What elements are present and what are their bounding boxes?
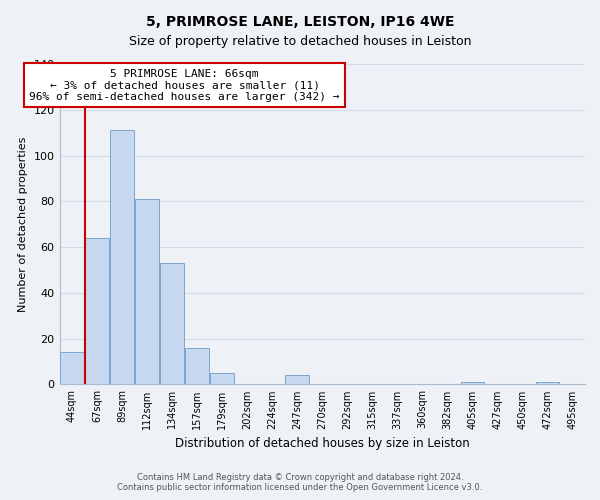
Bar [210, 373, 234, 384]
Bar [135, 199, 159, 384]
Y-axis label: Number of detached properties: Number of detached properties [18, 136, 28, 312]
Text: 5 PRIMROSE LANE: 66sqm
← 3% of detached houses are smaller (11)
96% of semi-deta: 5 PRIMROSE LANE: 66sqm ← 3% of detached … [29, 68, 340, 102]
Bar [286, 376, 309, 384]
Bar [185, 348, 209, 385]
Bar [85, 238, 109, 384]
Bar [60, 352, 84, 384]
Bar [461, 382, 484, 384]
Text: Size of property relative to detached houses in Leiston: Size of property relative to detached ho… [129, 35, 471, 48]
X-axis label: Distribution of detached houses by size in Leiston: Distribution of detached houses by size … [175, 437, 470, 450]
Bar [160, 263, 184, 384]
Text: Contains HM Land Registry data © Crown copyright and database right 2024.
Contai: Contains HM Land Registry data © Crown c… [118, 473, 482, 492]
Bar [536, 382, 559, 384]
Bar [110, 130, 134, 384]
Text: 5, PRIMROSE LANE, LEISTON, IP16 4WE: 5, PRIMROSE LANE, LEISTON, IP16 4WE [146, 15, 454, 29]
